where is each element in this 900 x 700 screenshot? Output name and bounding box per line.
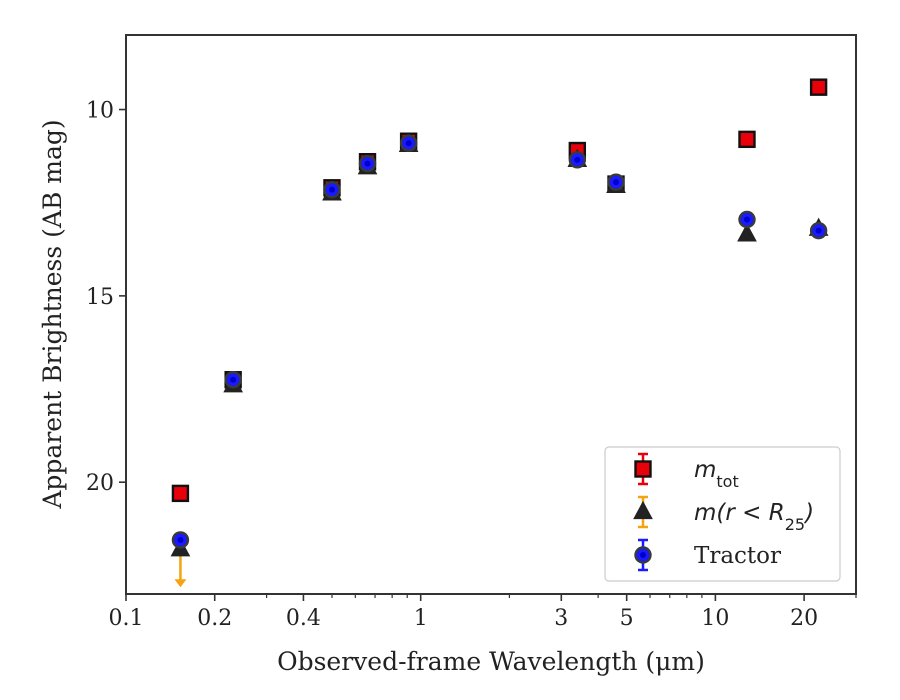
upper-limit-arrow (174, 579, 187, 588)
legend: mtot m(r < R25) Tractor (604, 446, 841, 582)
data-point-circle (738, 210, 756, 229)
marker-core (815, 227, 822, 234)
legend-label: Tractor (694, 543, 781, 569)
x-tick-label: 5 (620, 606, 634, 631)
y-tick-label: 15 (86, 285, 114, 310)
y-tick-label: 10 (86, 99, 114, 124)
legend-box (604, 446, 841, 582)
x-tick-label: 1 (414, 606, 428, 631)
data-point-circle (224, 371, 242, 389)
data-point-circle (809, 221, 828, 240)
axes: 0.1 0.2 0.4 1 3 5 10 20 10 15 20 (86, 34, 857, 631)
y-tick-label: 20 (86, 471, 114, 496)
data-point-circle (323, 180, 341, 199)
x-tick-label: 0.4 (286, 606, 321, 631)
data-point-circle (568, 151, 587, 169)
data-point-circle (607, 173, 625, 191)
x-tick-label: 0.2 (197, 606, 232, 631)
marker-core (574, 156, 581, 163)
data-point-triangle (737, 223, 757, 242)
plot-area (170, 78, 829, 588)
data-point-square (809, 78, 828, 96)
legend-label: mtot (694, 457, 739, 491)
marker-core (364, 160, 371, 167)
marker-core (613, 179, 620, 186)
series-circle (171, 134, 828, 549)
data-point-circle (171, 531, 190, 549)
marker-core (177, 536, 184, 543)
marker-core (328, 186, 335, 193)
plot-frame (125, 34, 857, 595)
legend-marker-square (634, 460, 652, 478)
legend-marker-circle (634, 546, 652, 564)
series-square (171, 78, 828, 503)
data-point-square (738, 130, 756, 149)
marker-core (640, 552, 646, 558)
x-tick-label: 0.1 (109, 606, 144, 631)
x-tick-label: 20 (790, 606, 818, 631)
y-axis-label: Apparent Brightness (AB mag) (38, 119, 67, 509)
data-point-circle (399, 134, 418, 152)
marker-core (743, 216, 750, 223)
x-axis-label: Observed-frame Wavelength (μm) (277, 647, 705, 676)
data-point-circle (358, 154, 377, 173)
marker-core (230, 376, 237, 383)
marker-core (405, 140, 412, 147)
x-tick-label: 10 (701, 606, 729, 631)
legend-label: m(r < R25) (694, 500, 814, 534)
data-point-square (171, 484, 190, 503)
legend-marker-triangle (633, 500, 653, 520)
x-tick-label: 3 (554, 606, 568, 631)
